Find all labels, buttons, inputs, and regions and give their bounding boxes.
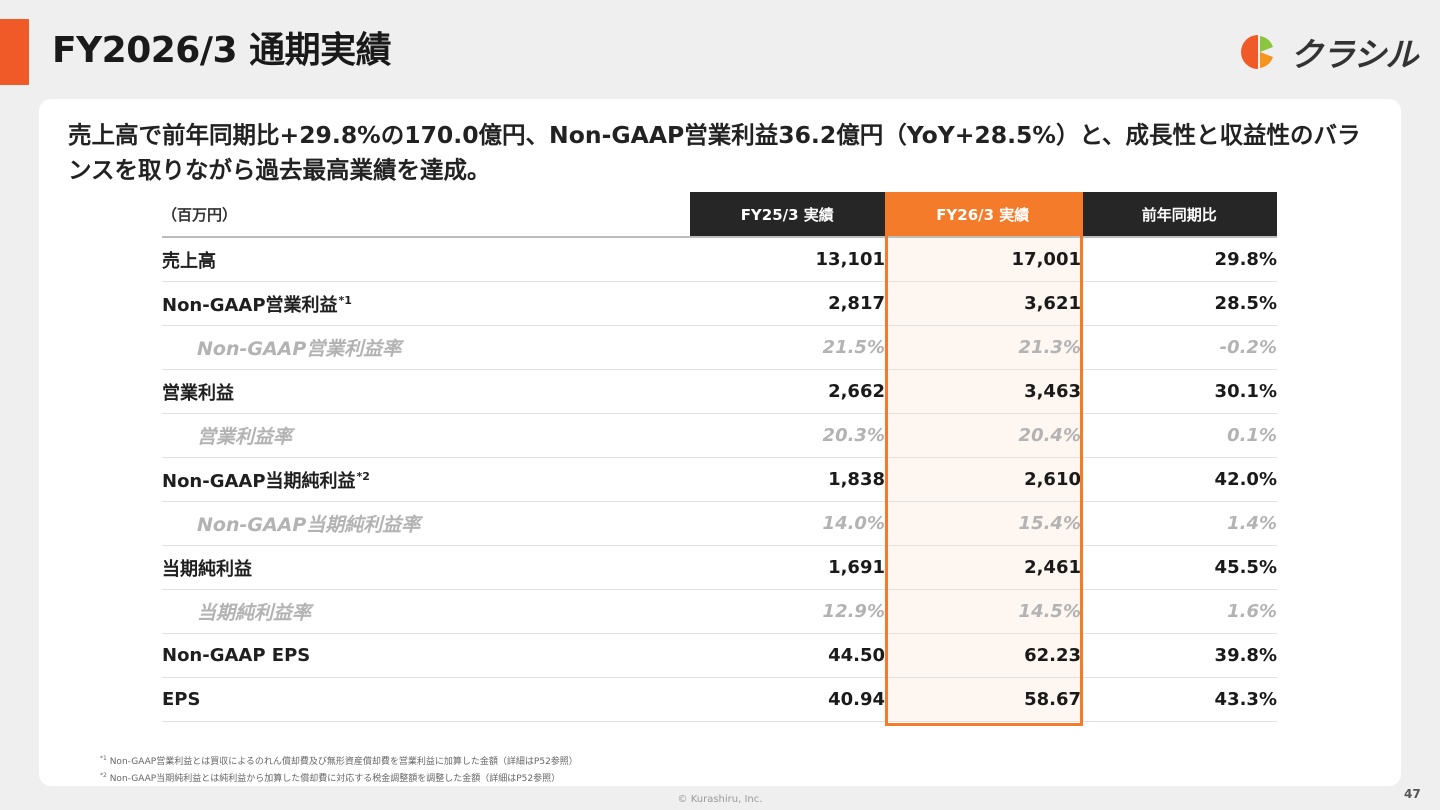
table-row: Non-GAAP営業利益*1 2,817 3,621 28.5% <box>162 281 1277 326</box>
table-row-ratio: Non-GAAP営業利益率 21.5% 21.3% -0.2% <box>162 325 1277 370</box>
fy25-value: 2,662 <box>689 369 885 414</box>
fy25-value: 13,101 <box>689 237 885 282</box>
col-header-yoy: 前年同期比 <box>1080 192 1277 237</box>
page-title: FY2026/3 通期実績 <box>52 30 392 71</box>
yoy-value: 29.8% <box>1081 237 1277 282</box>
row-label: Non-GAAP営業利益*1 <box>162 281 689 326</box>
row-label: Non-GAAP EPS <box>162 633 689 678</box>
table-row-ratio: 営業利益率 20.3% 20.4% 0.1% <box>162 413 1277 458</box>
fy25-value: 2,817 <box>689 281 885 326</box>
fy25-value: 40.94 <box>689 677 885 722</box>
fy26-value: 3,463 <box>885 369 1081 414</box>
fy26-value: 2,610 <box>885 457 1081 502</box>
fy25-value: 1,691 <box>689 545 885 590</box>
table-row: EPS 40.94 58.67 43.3% <box>162 677 1277 722</box>
row-label: 売上高 <box>162 237 689 282</box>
yoy-value: 0.1% <box>1081 413 1277 458</box>
yoy-value: 39.8% <box>1081 633 1277 678</box>
table-header-row: （百万円） FY25/3 実績 FY26/3 実績 前年同期比 <box>162 192 1277 237</box>
row-label: 営業利益 <box>162 369 689 414</box>
footnote-1: *1 Non-GAAP営業利益とは買収によるのれん償却費及び無形資産償却費を営業… <box>100 755 578 767</box>
fy26-value: 58.67 <box>885 677 1081 722</box>
footnotes: *1 Non-GAAP営業利益とは買収によるのれん償却費及び無形資産償却費を営業… <box>100 752 578 786</box>
unit-label: （百万円） <box>162 205 238 224</box>
fy25-value: 1,838 <box>689 457 885 502</box>
fy26-value: 17,001 <box>885 237 1081 282</box>
fy26-value: 2,461 <box>885 545 1081 590</box>
yoy-value: 30.1% <box>1081 369 1277 414</box>
table-row: Non-GAAP EPS 44.50 62.23 39.8% <box>162 633 1277 678</box>
yoy-value: 1.4% <box>1081 501 1277 546</box>
kurashiru-logo-icon <box>1241 35 1273 69</box>
yoy-value: 43.3% <box>1081 677 1277 722</box>
table-row: 当期純利益 1,691 2,461 45.5% <box>162 545 1277 590</box>
fy26-value: 20.4% <box>885 413 1081 458</box>
table-row: 営業利益 2,662 3,463 30.1% <box>162 369 1277 414</box>
table-row: 売上高 13,101 17,001 29.8% <box>162 237 1277 282</box>
col-header-fy25: FY25/3 実績 <box>688 192 885 237</box>
footnote-ref: *1 <box>338 293 352 307</box>
fy25-value: 12.9% <box>689 589 885 634</box>
fy26-value: 62.23 <box>885 633 1081 678</box>
yoy-value: 42.0% <box>1081 457 1277 502</box>
table-row-ratio: Non-GAAP当期純利益率 14.0% 15.4% 1.4% <box>162 501 1277 546</box>
fy25-value: 21.5% <box>689 325 885 370</box>
page-number: 47 <box>1404 787 1421 801</box>
footnote-2: *2 Non-GAAP当期純利益とは純利益から加算した償却費に対応する税金調整額… <box>100 772 561 784</box>
fy25-value: 14.0% <box>689 501 885 546</box>
row-label: Non-GAAP当期純利益率 <box>162 501 689 546</box>
fy26-value: 15.4% <box>885 501 1081 546</box>
row-label: 営業利益率 <box>162 413 689 458</box>
headline-summary: 売上高で前年同期比+29.8%の170.0億円、Non-GAAP営業利益36.2… <box>68 121 1361 184</box>
row-label: Non-GAAP当期純利益*2 <box>162 457 689 502</box>
footnote-ref: *2 <box>356 469 370 483</box>
table-row: Non-GAAP当期純利益*2 1,838 2,610 42.0% <box>162 457 1277 502</box>
logo-wordmark: クラシル <box>1290 35 1418 74</box>
kurashiru-logo: クラシル <box>1240 32 1418 74</box>
fy26-value: 14.5% <box>885 589 1081 634</box>
row-label: EPS <box>162 677 689 722</box>
yoy-value: 1.6% <box>1081 589 1277 634</box>
row-label: Non-GAAP営業利益率 <box>162 325 689 370</box>
results-table: （百万円） FY25/3 実績 FY26/3 実績 前年同期比 売上高 13,1… <box>162 192 1277 722</box>
fy25-value: 44.50 <box>689 633 885 678</box>
yoy-value: 28.5% <box>1081 281 1277 326</box>
row-label: 当期純利益率 <box>162 589 689 634</box>
row-label: 当期純利益 <box>162 545 689 590</box>
fy26-value: 21.3% <box>885 325 1081 370</box>
col-header-fy26: FY26/3 実績 <box>885 192 1081 237</box>
table-row-ratio: 当期純利益率 12.9% 14.5% 1.6% <box>162 589 1277 634</box>
fy26-value: 3,621 <box>885 281 1081 326</box>
copyright: © Kurashiru, Inc. <box>677 794 763 805</box>
fy25-value: 20.3% <box>689 413 885 458</box>
title-accent-bar <box>0 19 29 85</box>
yoy-value: 45.5% <box>1081 545 1277 590</box>
yoy-value: -0.2% <box>1081 325 1277 370</box>
